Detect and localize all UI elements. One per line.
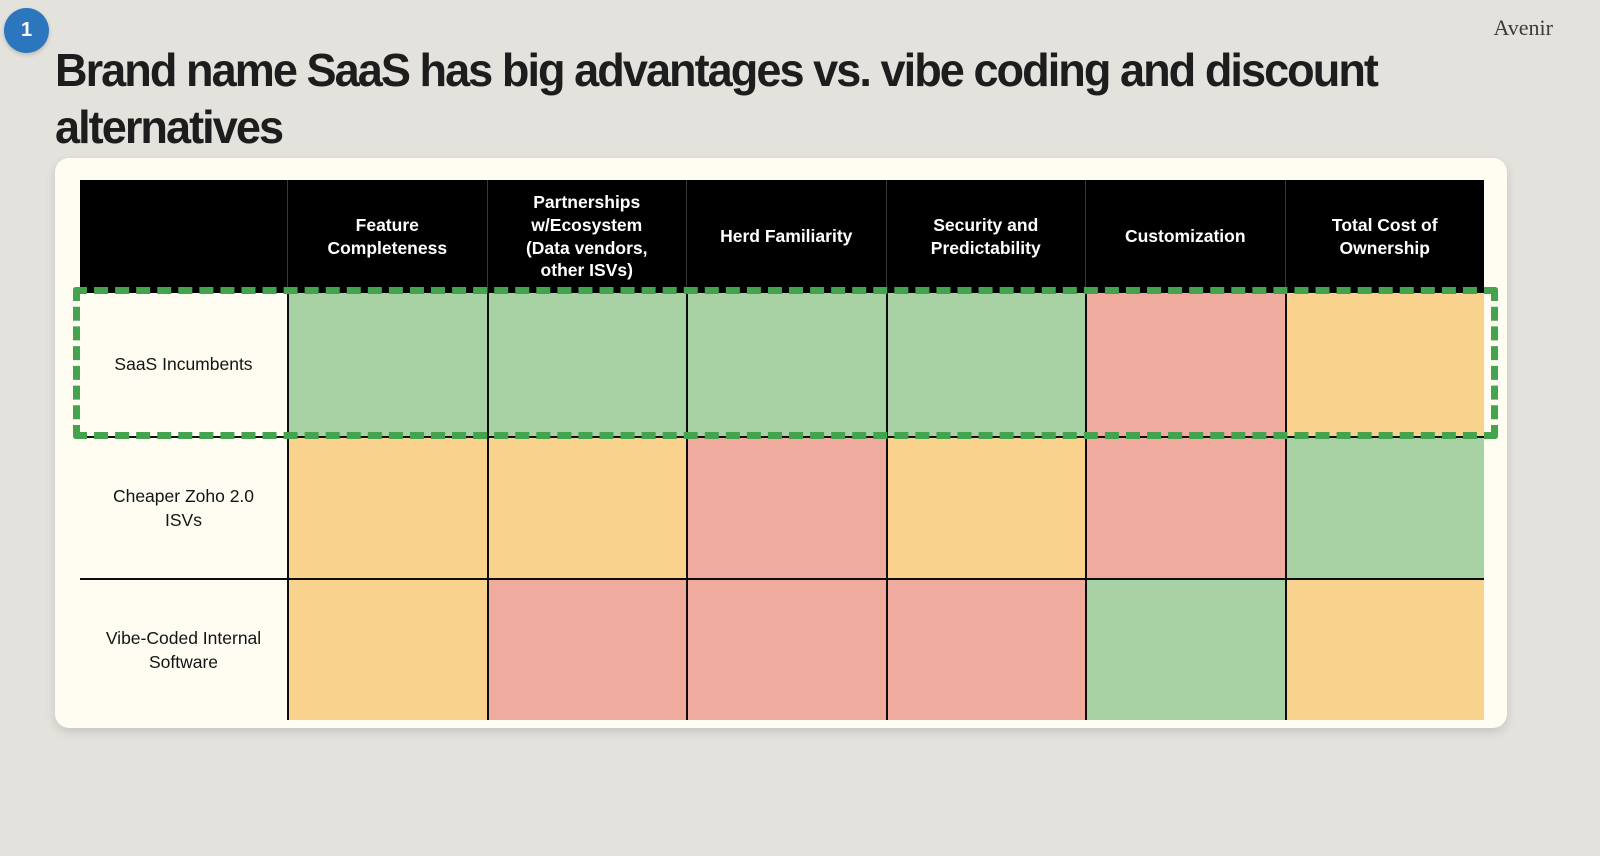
brand-logo: Avenir: [1493, 15, 1553, 40]
rating-cell-medium: [1284, 578, 1484, 720]
row-label-2: Cheaper Zoho 2.0 ISVs: [80, 436, 287, 578]
rating-cell-bad: [686, 578, 886, 720]
rating-cell-bad: [1085, 436, 1285, 578]
rating-cell-medium: [287, 578, 487, 720]
rating-cell-good: [486, 293, 686, 436]
column-header-1: Feature Completeness: [287, 180, 487, 293]
header-corner-cell: [80, 180, 287, 293]
rating-cell-medium: [287, 436, 487, 578]
rating-cell-good: [287, 293, 487, 436]
rating-cell-bad: [486, 578, 686, 720]
column-header-6: Total Cost of Ownership: [1284, 180, 1484, 293]
slide-number-badge: 1: [4, 8, 49, 53]
slide-title: Brand name SaaS has big advantages vs. v…: [55, 42, 1379, 156]
column-header-5: Customization: [1085, 180, 1285, 293]
column-header-3: Herd Familiarity: [686, 180, 886, 293]
slide-title-line-2: alternatives: [55, 101, 284, 153]
comparison-table: Feature Completeness Partnerships w/Ecosy…: [80, 180, 1484, 720]
matrix-card: Feature Completeness Partnerships w/Ecosy…: [55, 158, 1507, 728]
rating-cell-medium: [1284, 293, 1484, 436]
rating-cell-good: [885, 293, 1085, 436]
slide-title-line-1: Brand name SaaS has big advantages vs. v…: [55, 44, 1379, 96]
column-header-4: Security and Predictability: [885, 180, 1085, 293]
rating-cell-bad: [686, 436, 886, 578]
column-header-2: Partnerships w/Ecosystem (Data vendors, …: [486, 180, 686, 293]
rating-cell-bad: [1085, 293, 1285, 436]
rating-cell-medium: [486, 436, 686, 578]
rating-cell-good: [1085, 578, 1285, 720]
rating-cell-good: [686, 293, 886, 436]
rating-cell-medium: [885, 436, 1085, 578]
row-label-1: SaaS Incumbents: [114, 354, 253, 375]
row-label-3: Vibe-Coded Internal Software: [80, 578, 287, 720]
slide-number: 1: [20, 19, 33, 41]
rating-cell-good: [1284, 436, 1484, 578]
rating-cell-bad: [885, 578, 1085, 720]
